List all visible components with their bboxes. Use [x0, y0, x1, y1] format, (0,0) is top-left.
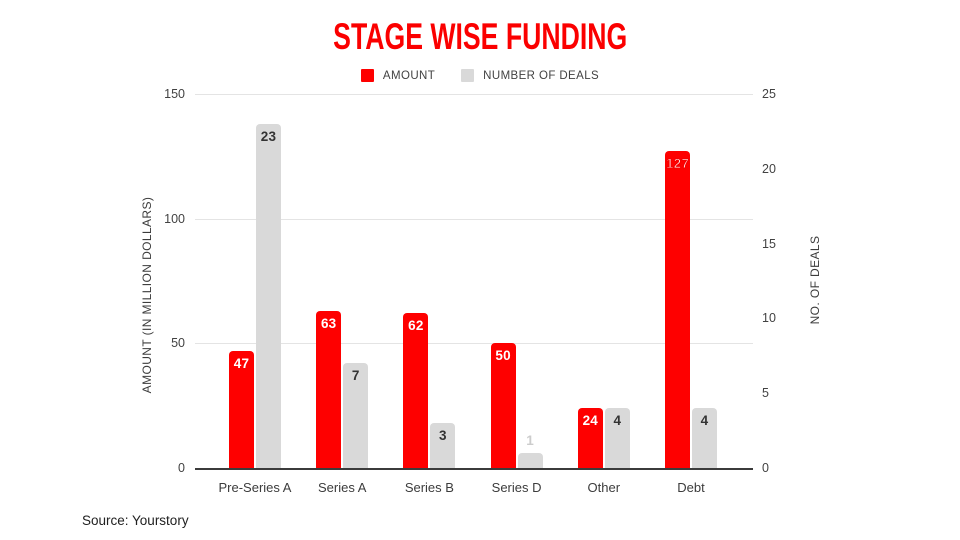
amount-bar-series-b: 62 [403, 313, 429, 468]
bar-group-pre-series-a: 47 23 [229, 94, 281, 468]
bar-value-label: 50 [495, 348, 511, 364]
bar-value-label: 47 [233, 355, 250, 371]
amount-swatch-icon [360, 69, 374, 82]
left-axis-tick-100: 100 [164, 211, 185, 226]
source-note: Source: Yourstory [82, 513, 189, 528]
left-axis-title: AMOUNT (IN MILLION DOLLARS) [140, 196, 154, 394]
category-label-series-b: Series B [404, 480, 454, 495]
bar-value-label: 4 [700, 413, 709, 429]
category-label-pre-series-a: Pre-Series A [218, 480, 292, 495]
right-axis-tick-20: 20 [762, 161, 776, 176]
bar-group-series-a: 63 7 [316, 94, 369, 468]
right-axis-tick-10: 10 [762, 311, 776, 326]
bar-value-label: 1 [526, 433, 534, 449]
right-axis-tick-15: 15 [762, 236, 776, 251]
amount-bar-series-d: 50 [490, 343, 516, 468]
category-label-series-a: Series A [317, 480, 367, 495]
left-axis-tick-0: 0 [178, 461, 185, 475]
legend-label-deals: NUMBER OF DEALS [483, 69, 600, 82]
left-axis-tick-150: 150 [164, 87, 185, 101]
bar-group-series-b: 62 3 [403, 94, 456, 468]
bar-value-label: 127 [665, 156, 690, 172]
gridline-150 [195, 94, 753, 95]
deals-bar-series-a: 7 [343, 363, 369, 468]
chart-title: STAGE WISE FUNDING [332, 16, 628, 57]
deals-bar-debt: 4 [692, 408, 717, 468]
bar-group-other: 24 4 [577, 94, 630, 468]
amount-bar-series-a: 63 [316, 310, 342, 468]
category-label-other: Other [587, 480, 621, 495]
chart-title-wrap: STAGE WISE FUNDING [0, 16, 960, 58]
bar-group-series-d: 50 1 [490, 94, 543, 468]
legend-label-amount: AMOUNT [382, 69, 436, 82]
deals-bar-other: 4 [604, 408, 630, 468]
bar-value-label: 24 [582, 413, 598, 429]
legend-item-deals: NUMBER OF DEALS [461, 69, 599, 82]
category-label-series-d: Series D [491, 480, 542, 495]
amount-bar-other: 24 [577, 408, 603, 468]
bar-value-label: 7 [351, 368, 360, 384]
gridline-50 [195, 343, 753, 345]
deals-bar-pre-series-a: 23 [256, 123, 281, 468]
amount-bar-pre-series-a: 47 [229, 350, 254, 468]
deals-swatch-icon [461, 69, 475, 82]
deals-bar-series-b: 3 [430, 423, 456, 468]
bar-value-label: 4 [613, 413, 622, 429]
bar-value-label: 23 [260, 128, 277, 144]
right-axis-tick-0: 0 [762, 461, 769, 475]
category-label-debt: Debt [677, 480, 705, 495]
plot-area: 0 50 100 150 0 5 10 15 20 25 47 23 Pre-Series A 63 7 Se… [164, 87, 776, 495]
bar-value-label: 3 [439, 428, 447, 444]
right-axis-title: NO. OF DEALS [808, 235, 822, 325]
bar-group-debt: 127 4 [665, 94, 717, 468]
bar-value-label: 63 [320, 315, 337, 331]
left-axis-tick-50: 50 [171, 336, 185, 351]
legend: AMOUNT NUMBER OF DEALS [0, 69, 960, 82]
bar-value-label: 62 [408, 318, 424, 334]
gridline-100 [195, 218, 753, 220]
right-axis-tick-5: 5 [762, 386, 769, 401]
right-axis-tick-25: 25 [762, 87, 776, 101]
deals-bar-series-d: 1 [517, 433, 543, 468]
amount-bar-debt: 127 [665, 151, 690, 468]
legend-item-amount: AMOUNT [360, 69, 436, 82]
